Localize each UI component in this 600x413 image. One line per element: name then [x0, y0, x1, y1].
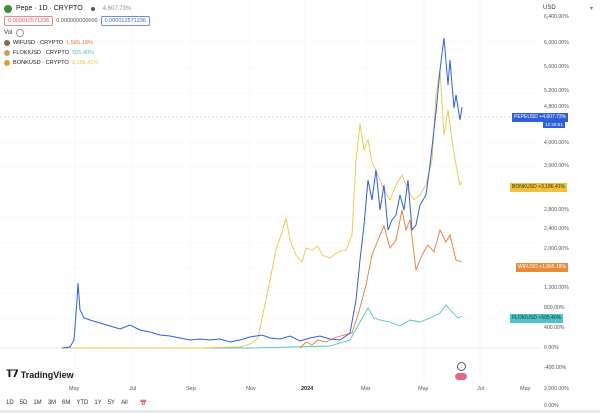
bonk-coin-icon	[4, 60, 10, 66]
pepe-coin-icon	[4, 4, 12, 13]
legend-item-wif[interactable]: WIFUSD · CRYPTO 1,565.18%	[4, 39, 150, 47]
bottom-border	[0, 410, 600, 413]
range-selector: 1D 5D 1M 3M 6M YTD 1Y 5Y All 📅	[6, 400, 147, 407]
price-axis[interactable]: 6,400.00% 6,000.00% 5,600.00% 5,200.00% …	[540, 0, 600, 413]
pepe-price-tag: PEPEUSD +4,607.73%	[512, 113, 569, 122]
series-bonk	[62, 69, 463, 349]
pepe-countdown-tag: 12:26:51	[543, 121, 565, 128]
range-5y-button[interactable]: 5Y	[107, 400, 116, 406]
plot-area[interactable]	[0, 0, 540, 383]
x-tick: Jul	[129, 386, 137, 392]
sell-price-box[interactable]: 0.000012571236	[4, 16, 54, 26]
chart-header: Pepe · 1D · CRYPTO 4,607.73% 0.000012571…	[4, 3, 150, 67]
wif-price-tag: WIFUSD +1,565.18%	[516, 263, 568, 272]
y-tick: -400.00%	[544, 365, 567, 371]
range-all-button[interactable]: All	[121, 400, 128, 406]
legend-value: 1,565.18%	[66, 40, 93, 46]
y-tick: 3,600.00%	[544, 163, 569, 169]
spread-value: 0.000000000000	[56, 18, 98, 24]
tradingview-logo[interactable]: 𝗧𝟳 TradingView	[6, 369, 74, 380]
news-marker-icon[interactable]	[455, 373, 467, 380]
y-tick: 0.00%	[544, 345, 559, 351]
legend-symbol: FLOKIUSD · CRYPTO	[13, 50, 70, 56]
y-tick: 6,000.00%	[544, 40, 569, 46]
series-floki	[62, 304, 463, 349]
y-tick: 2,000.00%	[544, 246, 569, 252]
y-tick: 2,800.00%	[544, 207, 569, 213]
calendar-icon[interactable]: 📅	[139, 401, 148, 407]
buy-price-box[interactable]: 0.000012571236	[100, 16, 150, 26]
symbol-change: 4,607.73%	[102, 5, 132, 12]
bonk-price-tag: BONKUSD +3,186.41%	[510, 183, 567, 192]
wif-coin-icon	[4, 40, 10, 46]
y-tick: 800.00%	[544, 305, 565, 311]
y-tick: 5,600.00%	[544, 64, 569, 70]
series-pepe	[61, 37, 463, 349]
y-tick: 400.00%	[544, 325, 565, 331]
x-tick: Jul	[477, 386, 485, 392]
range-1d-button[interactable]: 1D	[6, 400, 14, 406]
range-3m-button[interactable]: 3M	[47, 400, 57, 406]
volume-label[interactable]: Vol	[4, 30, 13, 36]
y-tick: 2,000.00%	[544, 386, 569, 392]
y-tick: 4,800.00%	[544, 104, 569, 110]
x-tick: Nov	[246, 386, 256, 392]
x-tick: 2024	[301, 386, 314, 392]
x-tick: May	[69, 386, 80, 392]
legend-symbol: WIFUSD · CRYPTO	[13, 40, 64, 46]
y-tick: 6,400.00%	[544, 14, 569, 20]
currency-selector[interactable]: USD	[543, 5, 556, 11]
event-marker-icon[interactable]: ↓	[457, 362, 466, 371]
symbol-title[interactable]: Pepe · 1D · CRYPTO	[16, 5, 83, 12]
market-status-icon	[90, 6, 95, 11]
visibility-icon[interactable]	[16, 29, 25, 37]
x-tick: May	[520, 386, 531, 392]
legend-item-bonk[interactable]: BONKUSD · CRYPTO 3,186.41%	[4, 59, 150, 67]
floki-coin-icon	[4, 50, 10, 56]
range-5d-button[interactable]: 5D	[19, 400, 28, 406]
tradingview-icon: 𝗧𝟳	[6, 369, 19, 380]
floki-price-tag: FLOKIUSD +505.40%	[510, 314, 564, 323]
range-1y-button[interactable]: 1Y	[94, 400, 102, 406]
grid	[0, 0, 540, 383]
y-tick: 4,000.00%	[544, 140, 569, 146]
y-tick: 2,400.00%	[544, 226, 569, 232]
y-tick: 0.00%	[544, 403, 559, 409]
x-tick: Sep	[186, 386, 196, 392]
range-ytd-button[interactable]: YTD	[76, 400, 89, 406]
series-wif	[299, 209, 463, 349]
legend-symbol: BONKUSD · CRYPTO	[13, 60, 69, 66]
legend-value: 505.40%	[72, 50, 95, 56]
x-tick: Mar	[361, 386, 371, 392]
y-tick: 1,200.00%	[544, 285, 569, 291]
legend-item-floki[interactable]: FLOKIUSD · CRYPTO 505.40%	[4, 49, 150, 57]
chevron-down-icon[interactable]: ▾	[590, 6, 594, 12]
legend-value: 3,186.41%	[71, 60, 99, 66]
y-tick: 5,200.00%	[544, 88, 569, 94]
range-6m-button[interactable]: 6M	[62, 400, 71, 406]
x-tick: May	[418, 386, 429, 392]
range-1m-button[interactable]: 1M	[33, 400, 42, 406]
